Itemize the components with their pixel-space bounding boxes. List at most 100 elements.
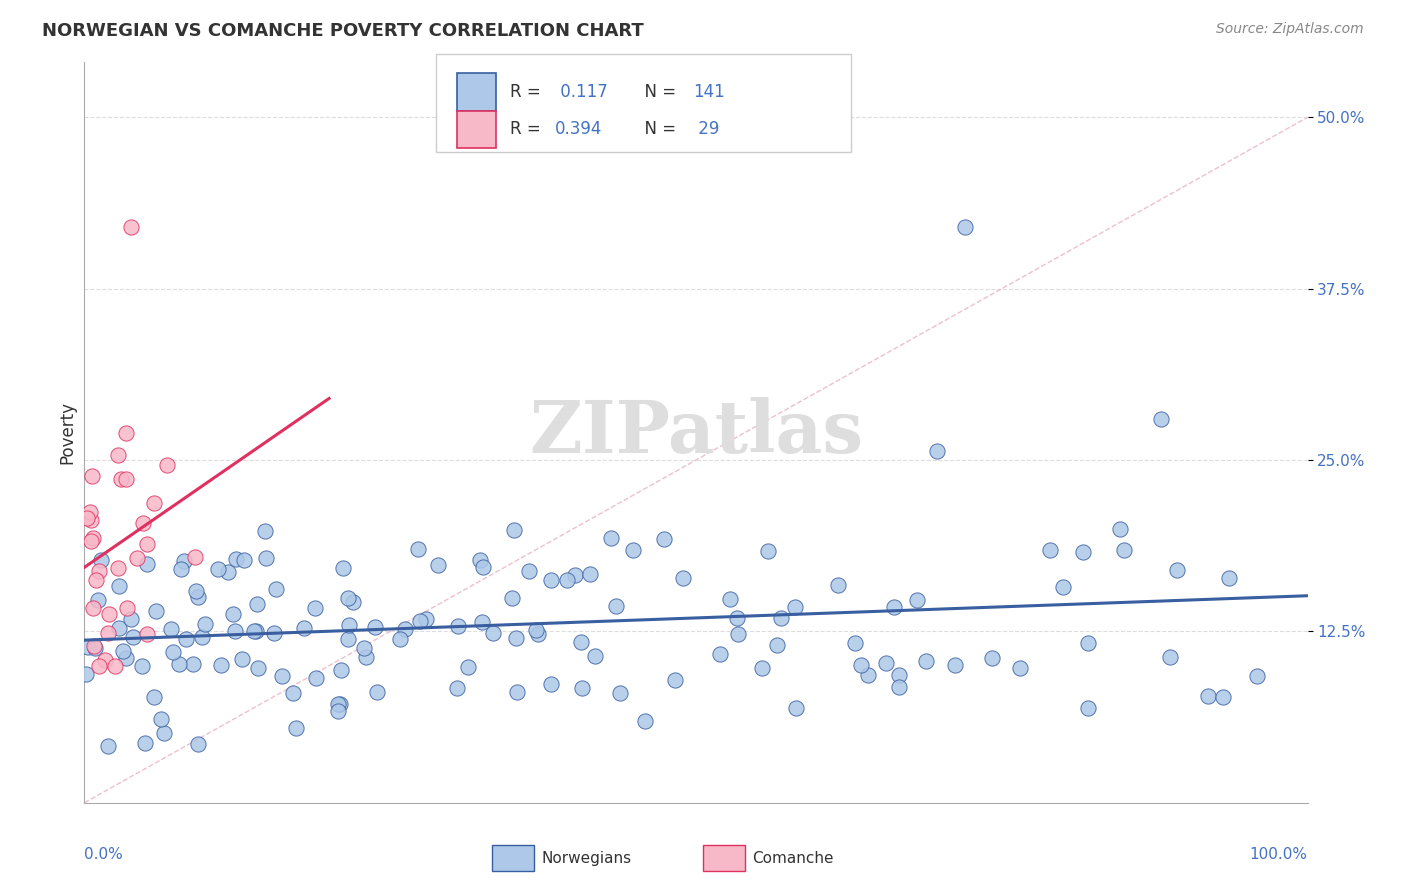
Point xyxy=(524,624,547,638)
Point xyxy=(253,524,276,538)
Point xyxy=(887,680,910,694)
Point xyxy=(718,592,741,607)
Point xyxy=(457,660,479,674)
Point xyxy=(409,614,432,628)
Point xyxy=(184,583,207,598)
Point xyxy=(339,618,361,632)
Point xyxy=(187,590,209,604)
Text: ZIPatlas: ZIPatlas xyxy=(529,397,863,468)
Point xyxy=(76,510,98,524)
Point xyxy=(136,626,159,640)
Point xyxy=(254,550,277,565)
Point xyxy=(472,560,495,574)
Text: 29: 29 xyxy=(693,120,720,138)
Point xyxy=(209,658,232,673)
Point xyxy=(672,571,695,585)
Point xyxy=(517,564,540,578)
Point xyxy=(108,579,131,593)
Text: 0.394: 0.394 xyxy=(555,120,603,138)
Point xyxy=(354,649,377,664)
Point xyxy=(131,658,153,673)
Point xyxy=(96,739,118,753)
Text: Norwegians: Norwegians xyxy=(541,851,631,865)
Point xyxy=(953,219,976,234)
Point xyxy=(97,607,120,622)
Point xyxy=(115,472,138,486)
Point xyxy=(851,658,873,673)
Point xyxy=(326,697,349,711)
Point xyxy=(83,641,105,656)
Point xyxy=(184,550,207,565)
Point xyxy=(1114,543,1136,558)
Text: 0.117: 0.117 xyxy=(555,83,609,101)
Point xyxy=(329,698,352,712)
Point xyxy=(152,726,174,740)
Point xyxy=(555,573,578,587)
Point xyxy=(110,472,132,486)
Point xyxy=(406,542,429,557)
Point xyxy=(114,425,136,440)
Point xyxy=(652,532,675,546)
Point xyxy=(502,591,524,605)
Y-axis label: Poverty: Poverty xyxy=(58,401,76,464)
Text: 100.0%: 100.0% xyxy=(1250,847,1308,863)
Point xyxy=(169,562,191,576)
Point xyxy=(353,641,375,656)
Point xyxy=(1218,571,1240,585)
Point xyxy=(1166,563,1188,577)
Point xyxy=(571,681,593,695)
Point xyxy=(80,513,103,527)
Point xyxy=(187,737,209,751)
Point xyxy=(980,651,1002,665)
Point xyxy=(120,611,142,625)
Point xyxy=(844,636,866,650)
Point xyxy=(1150,412,1173,426)
Point xyxy=(115,651,138,665)
Point xyxy=(222,607,245,621)
Point xyxy=(540,677,562,691)
Text: 141: 141 xyxy=(693,83,725,101)
Point xyxy=(1008,661,1031,675)
Point xyxy=(883,600,905,615)
Point xyxy=(609,686,631,700)
Point xyxy=(97,626,120,640)
Text: Comanche: Comanche xyxy=(752,851,834,865)
Point xyxy=(232,552,254,566)
Point xyxy=(87,593,110,607)
Text: N =: N = xyxy=(634,83,682,101)
Point xyxy=(145,604,167,618)
Point xyxy=(366,685,388,699)
Point xyxy=(173,554,195,568)
Point xyxy=(231,652,253,666)
Point xyxy=(90,553,112,567)
Point xyxy=(471,615,494,629)
Point xyxy=(191,631,214,645)
Point xyxy=(481,625,503,640)
Point xyxy=(389,632,412,646)
Point xyxy=(943,658,966,673)
Point xyxy=(506,685,529,699)
Point xyxy=(304,600,326,615)
Text: 0.0%: 0.0% xyxy=(84,847,124,863)
Point xyxy=(605,599,627,614)
Point xyxy=(446,681,468,695)
Point xyxy=(217,565,239,579)
Point xyxy=(108,621,131,635)
Text: NORWEGIAN VS COMANCHE POVERTY CORRELATION CHART: NORWEGIAN VS COMANCHE POVERTY CORRELATIO… xyxy=(42,22,644,40)
Point xyxy=(914,655,936,669)
Point xyxy=(243,624,266,639)
Point xyxy=(583,649,606,664)
Point xyxy=(470,553,492,567)
Point xyxy=(337,591,360,606)
Point xyxy=(621,543,644,558)
Point xyxy=(305,671,328,685)
Point xyxy=(150,712,173,726)
Point xyxy=(80,533,103,548)
Point xyxy=(856,668,879,682)
Point xyxy=(785,700,807,714)
Point xyxy=(207,561,229,575)
Point xyxy=(87,658,110,673)
Point xyxy=(120,219,142,234)
Point xyxy=(326,704,349,718)
Point xyxy=(136,558,159,572)
